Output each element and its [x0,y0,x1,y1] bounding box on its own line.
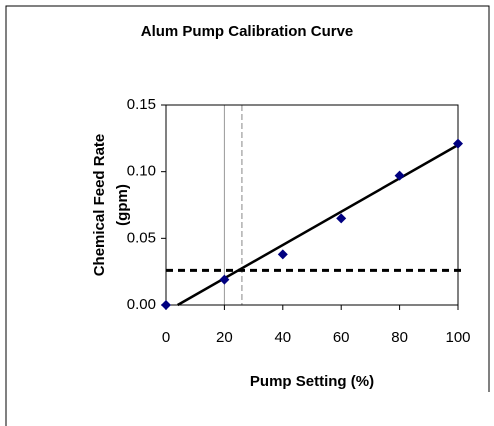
data-point [453,138,463,149]
y-tick-label: 0.10 [127,163,156,180]
y-tick-label: 0.00 [127,296,156,313]
plot-area [165,104,459,306]
x-tick-label: 100 [445,329,470,346]
y-tick-label: 0.05 [127,229,156,246]
x-tick-label: 40 [274,329,291,346]
chart-title: Alum Pump Calibration Curve [141,23,354,40]
y-axis-label: (gpm) [114,184,131,226]
y-tick-label: 0.15 [127,96,156,113]
data-point [336,213,347,224]
x-axis-label: Pump Setting (%) [250,373,374,390]
x-tick-label: 80 [391,329,408,346]
y-axis-label: Chemical Feed Rate [91,134,108,277]
data-point [161,300,171,310]
data-point [277,249,288,260]
data-point [394,170,405,181]
x-tick-label: 0 [162,329,170,346]
trendline [177,143,459,307]
x-tick-label: 60 [333,329,350,346]
x-tick-label: 20 [216,329,233,346]
data-point [219,274,230,285]
frame [5,5,490,426]
